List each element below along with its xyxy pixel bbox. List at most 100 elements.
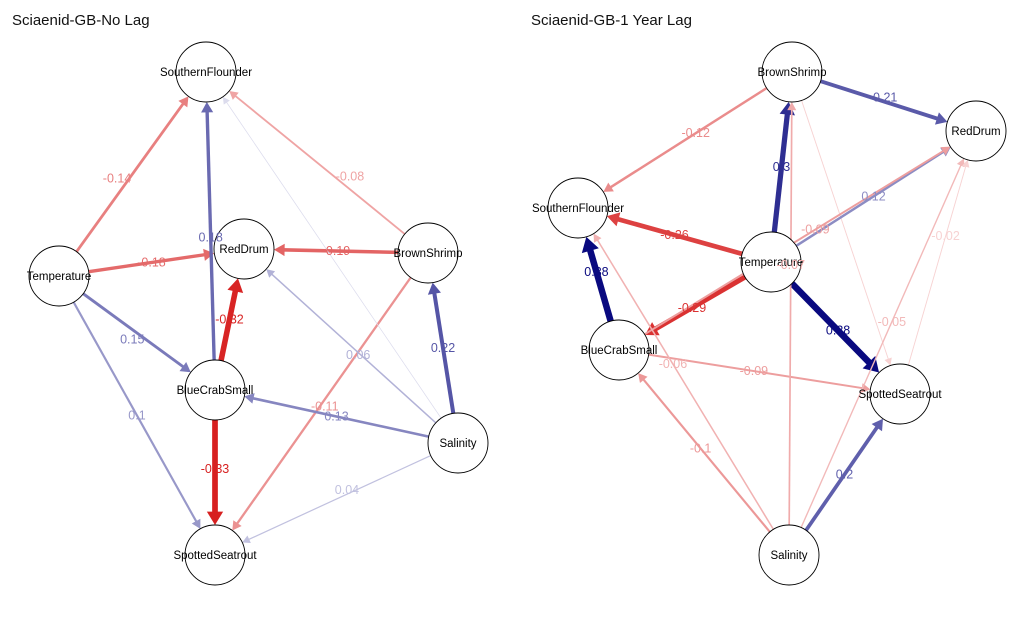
edge-label-no-lag-temperature-to-spottedseatrout: 0.1 <box>128 409 145 423</box>
node-no-lag-bluecrabsmall: BlueCrabSmall <box>177 359 254 421</box>
node-label: SpottedSeatrout <box>858 389 942 401</box>
arrowhead-1-year-lag-salinity-to-brownshrimp <box>787 101 797 111</box>
edge-labels-layer: -0.14 -0.18 0.15 0.1 0.18 -0.32 -0.33 -0.08 -0.1… <box>103 91 960 497</box>
edge-no-lag-salinity-to-bluecrabsmall <box>250 396 429 438</box>
node-1-year-lag-bluecrabsmall: BlueCrabSmall <box>581 319 658 381</box>
edge-label-no-lag-bluecrabsmall-to-spottedseatrout: -0.33 <box>201 462 230 476</box>
edge-no-lag-bluecrabsmall-to-reddrum <box>218 286 239 362</box>
edge-no-lag-temperature-to-spottedseatrout <box>72 301 199 524</box>
edge-label-no-lag-salinity-to-reddrum: 0.06 <box>346 348 370 362</box>
node-circle <box>175 41 237 103</box>
arrowhead-no-lag-salinity-to-spottedseatrout <box>242 535 251 543</box>
node-no-lag-salinity: Salinity <box>427 412 489 474</box>
edge-label-1-year-lag-bluecrabsmall-to-southernflounder: 0.38 <box>584 265 608 279</box>
edge-label-no-lag-temperature-to-bluecrabsmall: 0.15 <box>120 332 144 346</box>
edge-1-year-lag-temperature-to-reddrum <box>795 149 946 247</box>
edge-label-1-year-lag-bluecrabsmall-to-reddrum: -0.09 <box>801 223 830 237</box>
node-circle <box>184 524 246 586</box>
edge-label-1-year-lag-bluecrabsmall-to-spottedseatrout: -0.09 <box>740 364 769 378</box>
edge-no-lag-brownshrimp-to-reddrum <box>281 248 399 255</box>
node-1-year-lag-spottedseatrout: SpottedSeatrout <box>858 363 942 425</box>
node-circle <box>761 41 823 103</box>
edge-label-no-lag-temperature-to-southernflounder: -0.14 <box>103 171 132 185</box>
edge-1-year-lag-bluecrabsmall-to-reddrum <box>644 148 946 336</box>
node-label: SpottedSeatrout <box>173 550 257 562</box>
arrowhead-no-lag-brownshrimp-to-spottedseatrout <box>232 520 242 531</box>
arrowhead-no-lag-temperature-to-spottedseatrout <box>191 518 201 529</box>
arrowhead-1-year-lag-brownshrimp-to-spottedseatrout <box>884 357 892 366</box>
arrowhead-1-year-lag-salinity-to-spottedseatrout <box>871 418 883 432</box>
edge-1-year-lag-temperature-to-bluecrabsmall <box>651 274 747 333</box>
edge-no-lag-bluecrabsmall-to-southernflounder <box>205 109 216 361</box>
node-label: Temperature <box>739 257 804 269</box>
node-1-year-lag-reddrum: RedDrum <box>945 100 1007 162</box>
edge-1-year-lag-spottedseatrout-to-reddrum <box>907 164 967 366</box>
node-circle <box>740 231 802 293</box>
node-label: SouthernFlounder <box>160 67 252 79</box>
arrowhead-1-year-lag-salinity-to-bluecrabsmall <box>638 373 648 384</box>
edge-label-1-year-lag-temperature-to-reddrum: 0.12 <box>861 190 885 204</box>
edge-label-1-year-lag-salinity-to-bluecrabsmall: -0.1 <box>690 441 712 455</box>
edge-1-year-lag-salinity-to-spottedseatrout <box>804 423 881 532</box>
edge-1-year-lag-brownshrimp-to-southernflounder <box>608 87 768 190</box>
node-1-year-lag-salinity: Salinity <box>758 524 820 586</box>
edge-label-no-lag-salinity-to-bluecrabsmall: 0.13 <box>324 410 348 424</box>
arrowhead-1-year-lag-salinity-to-southernflounder <box>593 233 602 243</box>
node-no-lag-reddrum: RedDrum <box>213 218 275 280</box>
edge-no-lag-salinity-to-southernflounder <box>225 100 442 419</box>
edge-1-year-lag-bluecrabsmall-to-southernflounder <box>586 245 614 323</box>
node-label: BlueCrabSmall <box>177 385 254 397</box>
edge-label-1-year-lag-salinity-to-southernflounder: -0.06 <box>659 357 688 371</box>
node-label: Temperature <box>27 271 92 283</box>
arrowhead-no-lag-temperature-to-bluecrabsmall <box>179 361 191 373</box>
edge-label-1-year-lag-temperature-to-brownshrimp: 0.3 <box>773 160 790 174</box>
nodes-layer: SouthernFlounder RedDrum Temperature BrownS… <box>27 41 1007 586</box>
edge-no-lag-temperature-to-bluecrabsmall <box>82 292 187 370</box>
edge-1-year-lag-temperature-to-spottedseatrout <box>789 281 875 368</box>
edge-label-1-year-lag-temperature-to-southernflounder: -0.26 <box>660 228 689 242</box>
edge-no-lag-salinity-to-spottedseatrout <box>246 455 432 541</box>
node-circle <box>588 319 650 381</box>
node-label: BlueCrabSmall <box>581 345 658 357</box>
node-circle <box>547 177 609 239</box>
edge-1-year-lag-bluecrabsmall-to-spottedseatrout <box>648 353 865 390</box>
edge-label-no-lag-brownshrimp-to-spottedseatrout: -0.11 <box>311 399 339 413</box>
edge-label-no-lag-brownshrimp-to-southernflounder: -0.08 <box>336 169 365 183</box>
node-no-lag-brownshrimp: BrownShrimp <box>393 222 463 284</box>
edge-no-lag-salinity-to-brownshrimp <box>431 290 456 414</box>
edge-label-1-year-lag-salinity-to-reddrum: -0.05 <box>878 315 907 329</box>
arrowhead-no-lag-salinity-to-bluecrabsmall <box>244 393 255 404</box>
node-circle <box>758 524 820 586</box>
arrowhead-no-lag-salinity-to-brownshrimp <box>427 282 441 295</box>
panel-title-1-year-lag: Sciaenid-GB-1 Year Lag <box>531 12 692 29</box>
arrowhead-no-lag-temperature-to-reddrum <box>203 248 215 261</box>
arrowhead-no-lag-temperature-to-southernflounder <box>178 96 189 108</box>
edge-1-year-lag-salinity-to-bluecrabsmall <box>641 377 771 533</box>
edge-1-year-lag-salinity-to-southernflounder <box>595 238 775 530</box>
arrowhead-no-lag-bluecrabsmall-to-southernflounder <box>201 101 214 113</box>
node-circle <box>869 363 931 425</box>
edge-1-year-lag-salinity-to-brownshrimp <box>788 107 793 526</box>
arrowhead-no-lag-bluecrabsmall-to-spottedseatrout <box>206 511 224 525</box>
edge-no-lag-temperature-to-southernflounder <box>75 100 186 253</box>
arrowhead-1-year-lag-bluecrabsmall-to-southernflounder <box>581 236 599 254</box>
edge-label-1-year-lag-temperature-to-bluecrabsmall: -0.29 <box>678 301 707 315</box>
arrowhead-no-lag-salinity-to-southernflounder <box>222 96 230 105</box>
edge-label-1-year-lag-brownshrimp-to-reddrum: 0.21 <box>873 91 897 105</box>
edge-no-lag-brownshrimp-to-spottedseatrout <box>234 276 412 527</box>
edge-label-1-year-lag-salinity-to-brownshrimp: -0.07 <box>777 258 806 272</box>
node-circle <box>427 412 489 474</box>
node-1-year-lag-temperature: Temperature <box>739 231 804 293</box>
node-circle <box>397 222 459 284</box>
edge-label-1-year-lag-salinity-to-spottedseatrout: 0.2 <box>836 468 853 482</box>
node-1-year-lag-southernflounder: SouthernFlounder <box>532 177 624 239</box>
node-label: Salinity <box>439 438 476 450</box>
node-label: RedDrum <box>951 126 1000 138</box>
edge-1-year-lag-salinity-to-reddrum <box>800 163 963 528</box>
arrowhead-1-year-lag-temperature-to-southernflounder <box>606 212 621 227</box>
edge-label-no-lag-bluecrabsmall-to-southernflounder: 0.18 <box>199 230 223 244</box>
edge-no-lag-brownshrimp-to-southernflounder <box>233 93 406 235</box>
arrowhead-no-lag-bluecrabsmall-to-reddrum <box>227 278 244 293</box>
edge-label-no-lag-temperature-to-reddrum: -0.18 <box>137 256 166 270</box>
